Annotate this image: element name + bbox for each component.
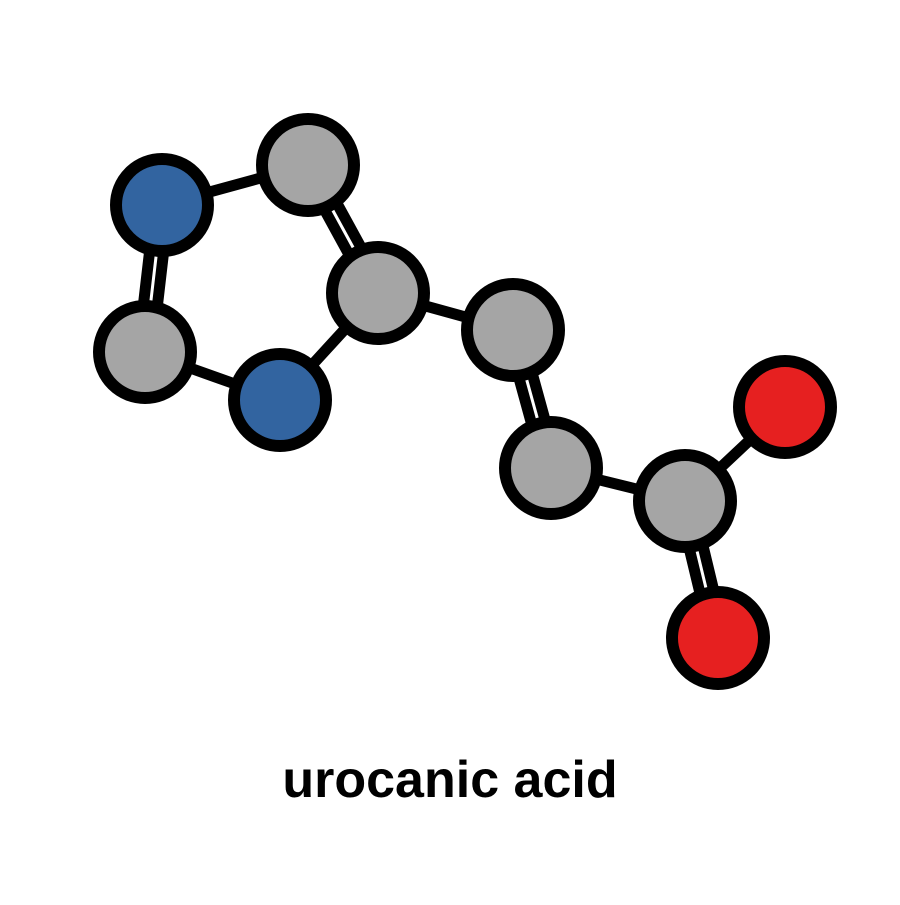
atom-oxygen <box>739 361 831 453</box>
atom-carbon <box>99 306 191 398</box>
atom-carbon <box>262 119 354 211</box>
atom-carbon <box>505 422 597 514</box>
atom-carbon <box>639 455 731 547</box>
atom-nitrogen <box>116 159 208 251</box>
atom-carbon <box>332 247 424 339</box>
atom-oxygen <box>672 592 764 684</box>
atom-nitrogen <box>234 354 326 446</box>
atom-carbon <box>467 284 559 376</box>
molecule-title: urocanic acid <box>0 750 900 810</box>
